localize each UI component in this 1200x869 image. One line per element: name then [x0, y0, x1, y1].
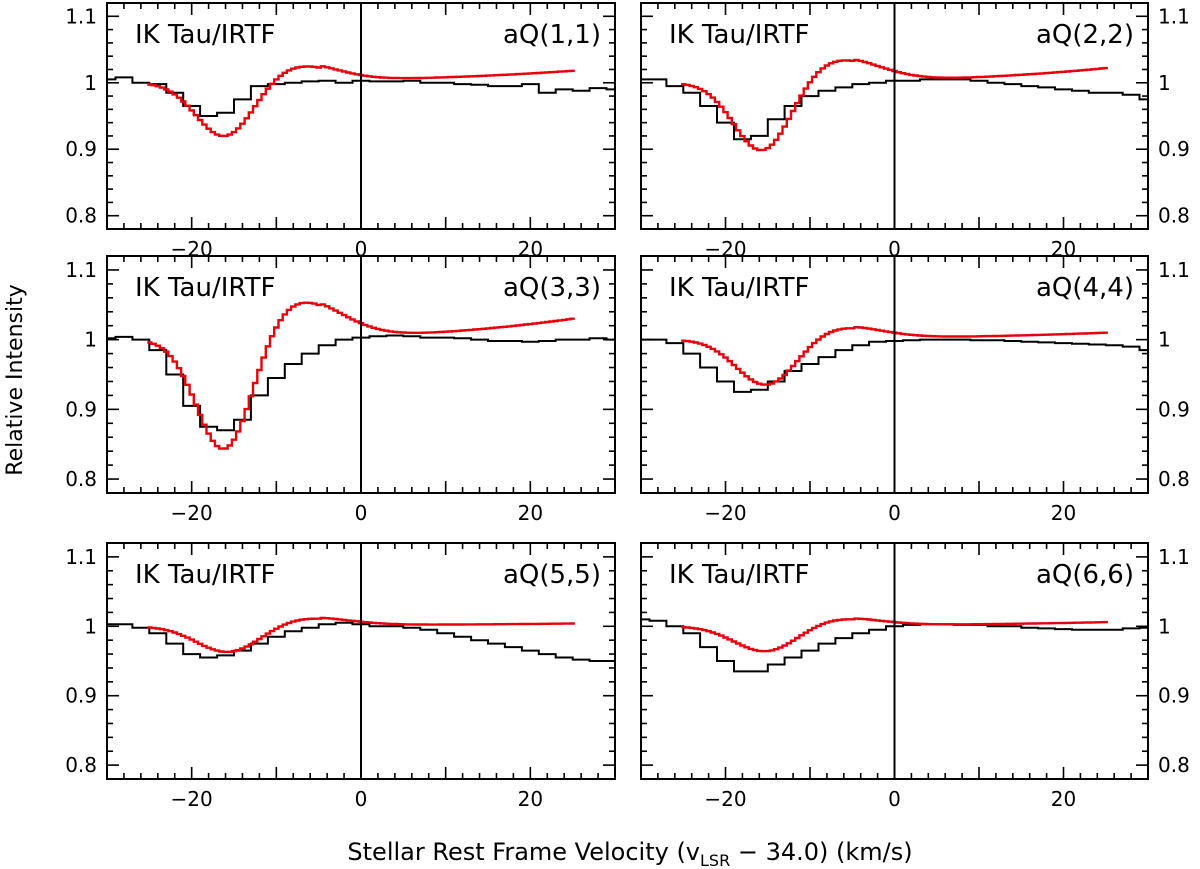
y-tick-label: 1 — [84, 71, 97, 95]
x-axis-title-tail: − 34.0) (km/s) — [730, 838, 912, 866]
source-label: IK Tau/IRTF — [135, 560, 275, 590]
y-tick-label: 0.8 — [1158, 204, 1190, 228]
source-label: IK Tau/IRTF — [135, 273, 275, 303]
source-label: IK Tau/IRTF — [669, 20, 809, 50]
x-tick-label: 20 — [1051, 501, 1076, 525]
y-tick-label: 0.9 — [1158, 397, 1190, 421]
model-spectrum-line — [681, 58, 1108, 152]
x-tick-label: −20 — [171, 501, 213, 525]
transition-label: aQ(3,3) — [503, 273, 601, 303]
y-tick-label: 0.9 — [65, 137, 97, 161]
y-tick-label: 0.8 — [65, 204, 97, 228]
observed-spectrum-line — [641, 338, 1148, 393]
observed-spectrum-line — [641, 78, 1148, 141]
model-spectrum-line — [681, 326, 1108, 386]
x-tick-label: 20 — [518, 501, 543, 525]
y-tick-label: 0.8 — [65, 467, 97, 491]
x-tick-label: 20 — [518, 787, 543, 811]
source-label: IK Tau/IRTF — [135, 20, 275, 50]
x-tick-label: 0 — [888, 787, 901, 811]
observed-spectrum-line — [641, 618, 1148, 673]
observed-spectrum-line — [107, 334, 615, 432]
transition-label: aQ(6,6) — [1036, 560, 1134, 590]
transition-label: aQ(5,5) — [503, 560, 601, 590]
y-tick-label: 1.1 — [1158, 545, 1190, 569]
y-tick-label: 0.9 — [1158, 684, 1190, 708]
panel-3: −20 0 20 0.8 0.9 1 1.1 IK Tau/IRTF aQ(3,3) — [65, 255, 616, 525]
model-spectrum-line — [147, 301, 575, 450]
y-tick-label: 0.8 — [1158, 753, 1190, 777]
model-spectrum-line — [681, 617, 1108, 653]
panel-2: −20 0 200.80.911.1IK Tau/IRTF aQ(2,2) — [640, 2, 1190, 261]
y-tick-label: 1.1 — [65, 545, 97, 569]
panel-1: −20 0 200.80.911.1IK Tau/IRTF aQ(1,1) — [65, 2, 616, 261]
y-tick-label: 1 — [1158, 614, 1171, 638]
panel-6: −20 0 20 0.8 0.9 1 1.1 IK Tau/IRTF aQ(6,6) — [640, 542, 1190, 811]
x-tick-label: 0 — [355, 501, 368, 525]
transition-label: aQ(1,1) — [503, 20, 601, 50]
transition-label: aQ(2,2) — [1036, 20, 1134, 50]
panels-group: −20 0 20 0.8 0.9 1 1.1 IK Tau/IRTF aQ(1,1) −20 0 20… — [65, 2, 1190, 811]
y-tick-label: 0.8 — [1158, 467, 1190, 491]
y-tick-label: 1.1 — [65, 258, 97, 282]
x-tick-label: 0 — [888, 501, 901, 525]
observed-spectrum-line — [107, 621, 615, 662]
y-tick-label: 1 — [84, 614, 97, 638]
x-tick-label: −20 — [704, 787, 746, 811]
x-axis-title-main: Stellar Rest Frame Velocity (v — [347, 838, 700, 866]
y-tick-label: 0.9 — [65, 397, 97, 421]
y-tick-label: 0.9 — [65, 684, 97, 708]
panel-4: −20 0 20 0.8 0.9 1 1.1 IK Tau/IRTF aQ(4,4) — [640, 255, 1190, 525]
source-label: IK Tau/IRTF — [669, 273, 809, 303]
transition-label: aQ(4,4) — [1036, 273, 1134, 303]
x-tick-label: −20 — [704, 501, 746, 525]
x-tick-label: 0 — [355, 787, 368, 811]
x-axis-title: Stellar Rest Frame Velocity (vLSR − 34.0… — [347, 838, 912, 869]
y-tick-label: 1.1 — [1158, 258, 1190, 282]
model-spectrum-line — [147, 65, 575, 138]
x-tick-label: 20 — [1051, 787, 1076, 811]
y-tick-label: 1.1 — [1158, 4, 1190, 28]
x-axis-title-subscript: LSR — [700, 851, 730, 869]
y-tick-label: 0.8 — [65, 753, 97, 777]
y-axis-title: Relative Intensity — [3, 284, 28, 475]
model-spectrum-line — [147, 616, 575, 654]
y-tick-label: 0.9 — [1158, 137, 1190, 161]
panel-5: −20 0 20 0.8 0.9 1 1.1 IK Tau/IRTF aQ(5,5) — [65, 542, 616, 811]
y-tick-label: 1 — [84, 328, 97, 352]
source-label: IK Tau/IRTF — [669, 560, 809, 590]
y-tick-label: 1.1 — [65, 4, 97, 28]
x-tick-label: −20 — [171, 787, 213, 811]
y-tick-label: 1 — [1158, 71, 1171, 95]
y-tick-label: 1 — [1158, 328, 1171, 352]
